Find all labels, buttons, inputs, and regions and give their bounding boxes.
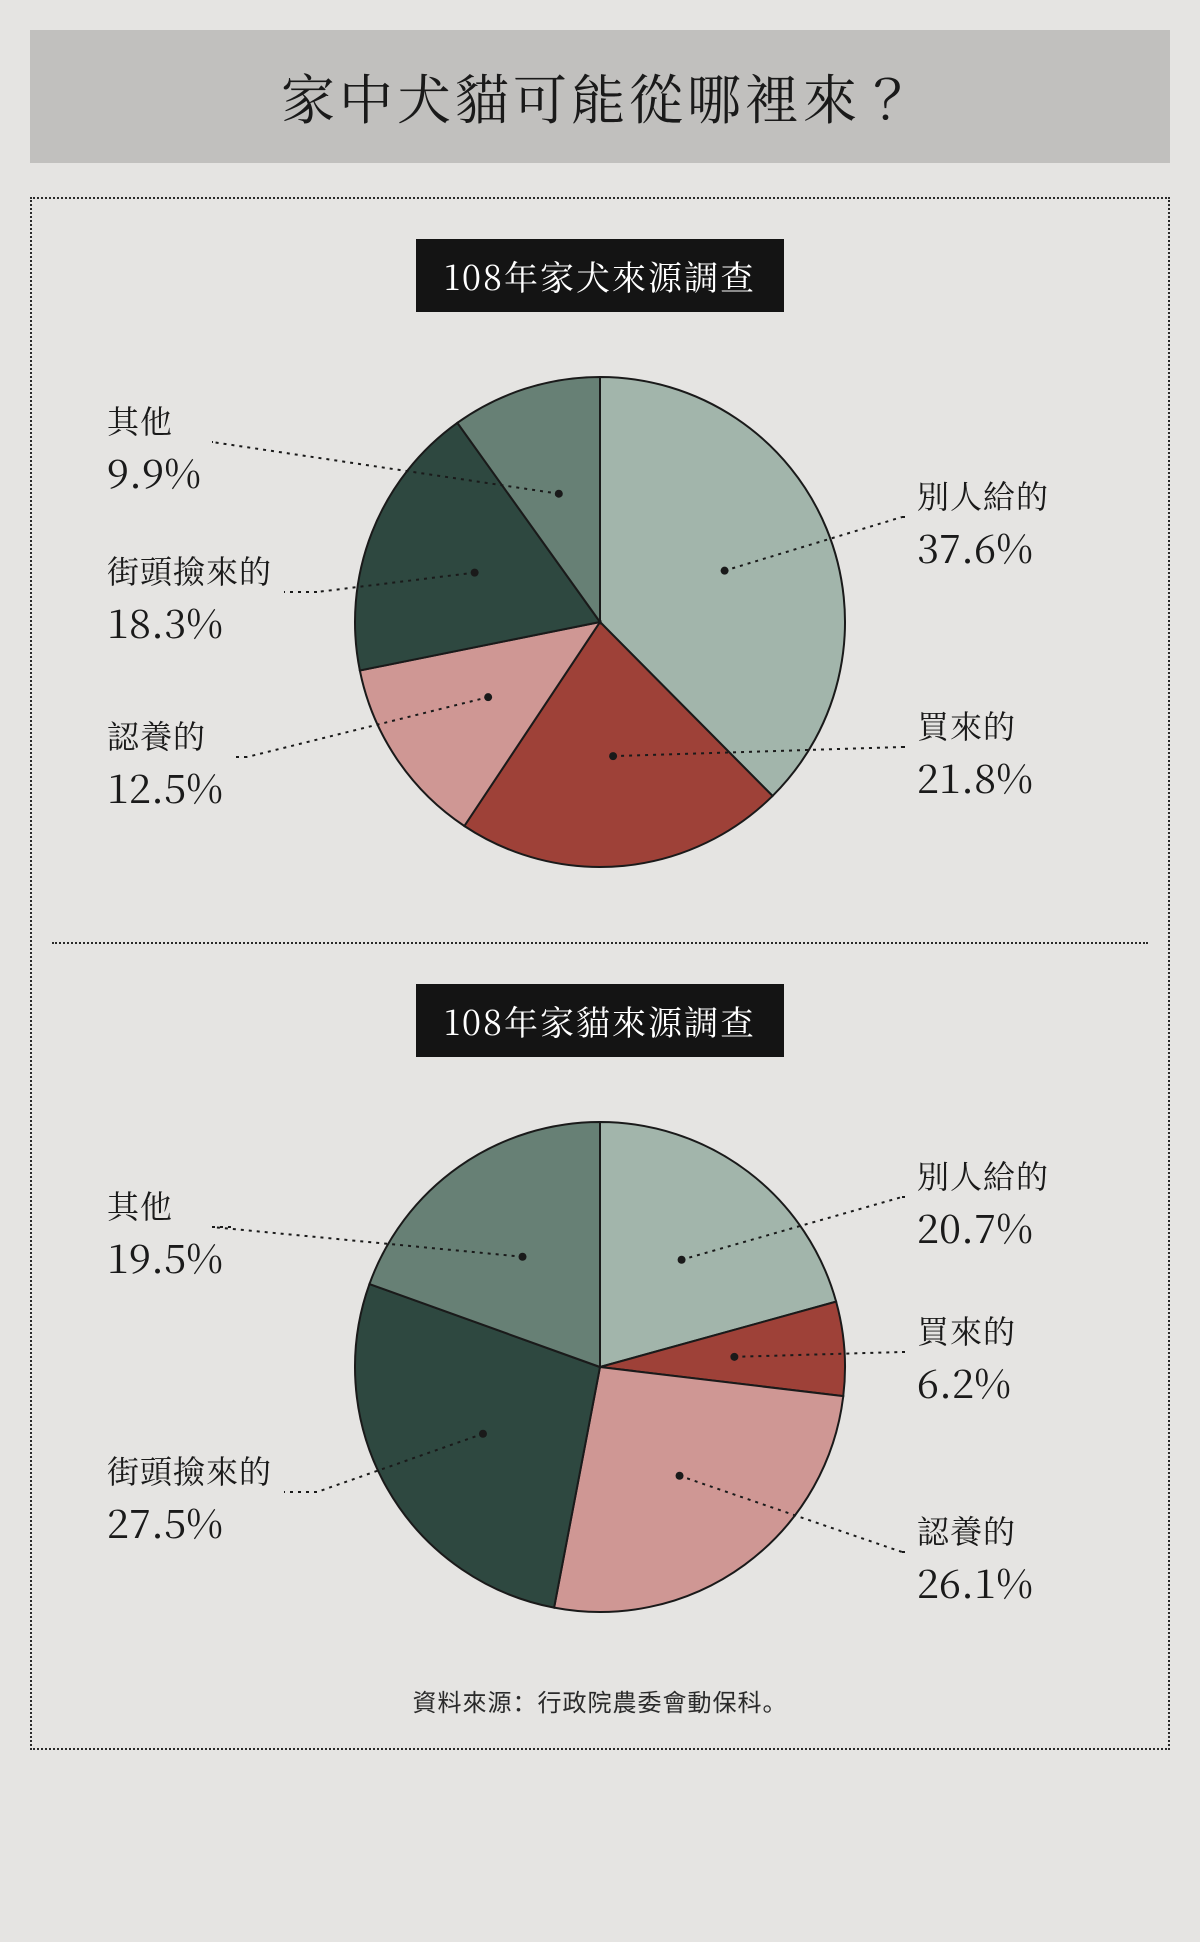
cat-callout-2: 認養的26.1% [917, 1507, 1033, 1610]
dog-callout-pct-4: 9.9% [107, 443, 201, 500]
cat-callout-pct-0: 20.7% [917, 1198, 1049, 1255]
page: 家中犬貓可能從哪裡來？ 108年家犬來源調查 別人給的37.6%買來的21.8%… [0, 0, 1200, 1942]
cat-chart-section: 108年家貓來源調查 別人給的20.7% 買來的6.2% 認養的26.1% 街頭撿來的… [52, 984, 1148, 1647]
cat-callout-pct-3: 27.5% [107, 1493, 272, 1550]
dog-chart-area: 別人給的37.6% 買來的21.8% 認養的12.5% 街頭撿來的18.3% 其他9.9… [52, 342, 1148, 902]
cat-callout-label-0: 別人給的 [917, 1152, 1049, 1198]
cat-callout-0: 別人給的20.7% [917, 1152, 1049, 1255]
charts-container: 108年家犬來源調查 別人給的37.6%買來的21.8%認養的12.5%街頭撿來… [30, 197, 1170, 1750]
cat-callout-label-3: 街頭撿來的 [107, 1447, 272, 1493]
cat-callout-3: 街頭撿來的27.5% [107, 1447, 272, 1550]
cat-callout-label-2: 認養的 [917, 1507, 1033, 1553]
dog-callout-pct-1: 21.8% [917, 748, 1033, 805]
cat-callout-4: 其他19.5% [107, 1182, 223, 1285]
dog-callout-label-4: 其他 [107, 397, 201, 443]
cat-chart-title-wrap: 108年家貓來源調查 [52, 984, 1148, 1057]
cat-callout-label-4: 其他 [107, 1182, 223, 1228]
cat-callout-pct-4: 19.5% [107, 1228, 223, 1285]
dog-callout-2: 認養的12.5% [107, 712, 223, 815]
dog-callout-0: 別人給的37.6% [917, 472, 1049, 575]
dog-chart-title-wrap: 108年家犬來源調查 [52, 239, 1148, 312]
dog-callout-pct-3: 18.3% [107, 593, 272, 650]
cat-callout-label-1: 買來的 [917, 1307, 1016, 1353]
cat-chart-title: 108年家貓來源調查 [416, 984, 784, 1057]
cat-slice-2 [554, 1367, 843, 1612]
cat-callout-pct-2: 26.1% [917, 1553, 1033, 1610]
dog-callout-pct-2: 12.5% [107, 758, 223, 815]
section-divider [52, 942, 1148, 944]
dog-callout-label-3: 街頭撿來的 [107, 547, 272, 593]
source-text: 資料來源：行政院農委會動保科。 [52, 1683, 1148, 1718]
dog-callout-pct-0: 37.6% [917, 518, 1049, 575]
cat-chart-area: 別人給的20.7% 買來的6.2% 認養的26.1% 街頭撿來的27.5% 其他19.5… [52, 1087, 1148, 1647]
cat-callout-pct-1: 6.2% [917, 1353, 1016, 1410]
dog-chart-section: 108年家犬來源調查 別人給的37.6% 買來的21.8% 認養的12.5% 街頭撿來… [52, 239, 1148, 902]
cat-callout-1: 買來的6.2% [917, 1307, 1016, 1410]
dog-callout-1: 買來的21.8% [917, 702, 1033, 805]
page-title-bar: 家中犬貓可能從哪裡來？ [30, 30, 1170, 163]
dog-callout-3: 街頭撿來的18.3% [107, 547, 272, 650]
dog-chart-title: 108年家犬來源調查 [416, 239, 784, 312]
dog-callout-label-2: 認養的 [107, 712, 223, 758]
dog-callout-label-0: 別人給的 [917, 472, 1049, 518]
dog-callout-label-1: 買來的 [917, 702, 1033, 748]
page-title: 家中犬貓可能從哪裡來？ [281, 58, 919, 135]
dog-callout-4: 其他9.9% [107, 397, 201, 500]
